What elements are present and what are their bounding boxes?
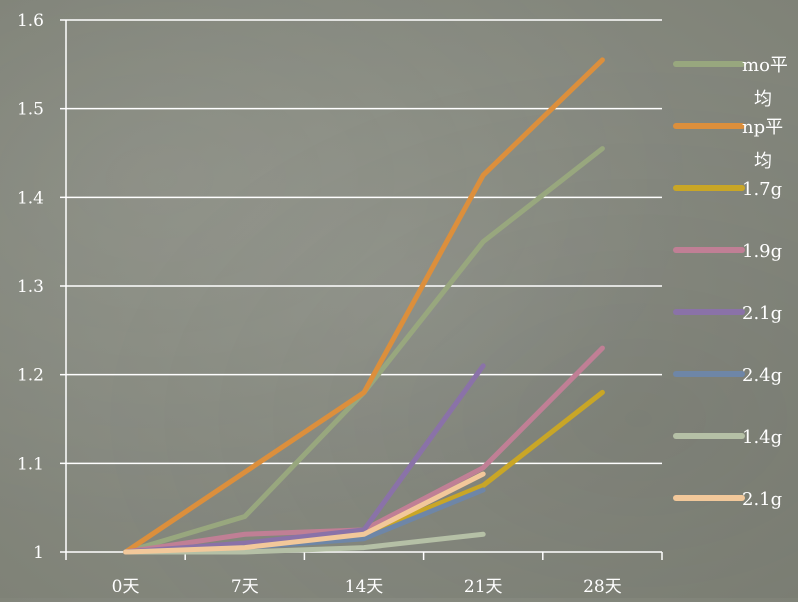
legend-item: 2.1g <box>673 489 782 510</box>
legend-label: mo平均 <box>742 55 788 110</box>
legend-item: 2.1g <box>673 303 782 324</box>
y-tick-label: 1.3 <box>17 277 44 297</box>
y-tick-label: 1 <box>33 543 44 563</box>
legend-label: 1.9g <box>742 241 782 262</box>
legend-label: 1.7g <box>742 179 782 200</box>
legend-label: 2.4g <box>742 365 782 386</box>
x-tick-label: 28天 <box>583 577 622 597</box>
legend-item: 1.7g <box>673 179 782 200</box>
series-line <box>123 363 486 555</box>
series-line <box>123 57 605 555</box>
x-tick-label: 7天 <box>231 577 259 597</box>
x-tick-label: 21天 <box>464 577 503 597</box>
x-tick-label: 14天 <box>345 577 384 597</box>
legend-item: np平均 <box>673 117 783 172</box>
x-tick-label: 0天 <box>112 577 140 597</box>
legend-label: 1.4g <box>742 427 782 448</box>
y-tick-label: 1.1 <box>17 454 44 474</box>
legend-label: 2.1g <box>742 489 782 510</box>
legend: mo平均 np平均 1.7g 1.9g 2.1g 2.4g 1.4g 2.1g <box>673 55 788 510</box>
legend-label: np平均 <box>742 117 783 172</box>
y-tick-label: 1.6 <box>17 11 44 31</box>
gridlines <box>66 19 662 553</box>
series-line <box>123 471 486 555</box>
y-tick-label: 1.4 <box>17 188 44 208</box>
legend-item: 1.4g <box>673 427 782 448</box>
series-lines <box>123 57 605 555</box>
legend-item: mo平均 <box>673 55 788 110</box>
x-axis: 0天 7天 14天 21天 28天 <box>65 552 663 597</box>
y-axis: 1 1.1 1.2 1.3 1.4 1.5 1.6 <box>17 11 67 563</box>
series-line <box>123 146 605 555</box>
y-tick-label: 1.2 <box>17 366 44 386</box>
legend-item: 2.4g <box>673 365 782 386</box>
legend-label: 2.1g <box>742 303 782 324</box>
y-tick-label: 1.5 <box>17 100 44 120</box>
legend-item: 1.9g <box>673 241 782 262</box>
